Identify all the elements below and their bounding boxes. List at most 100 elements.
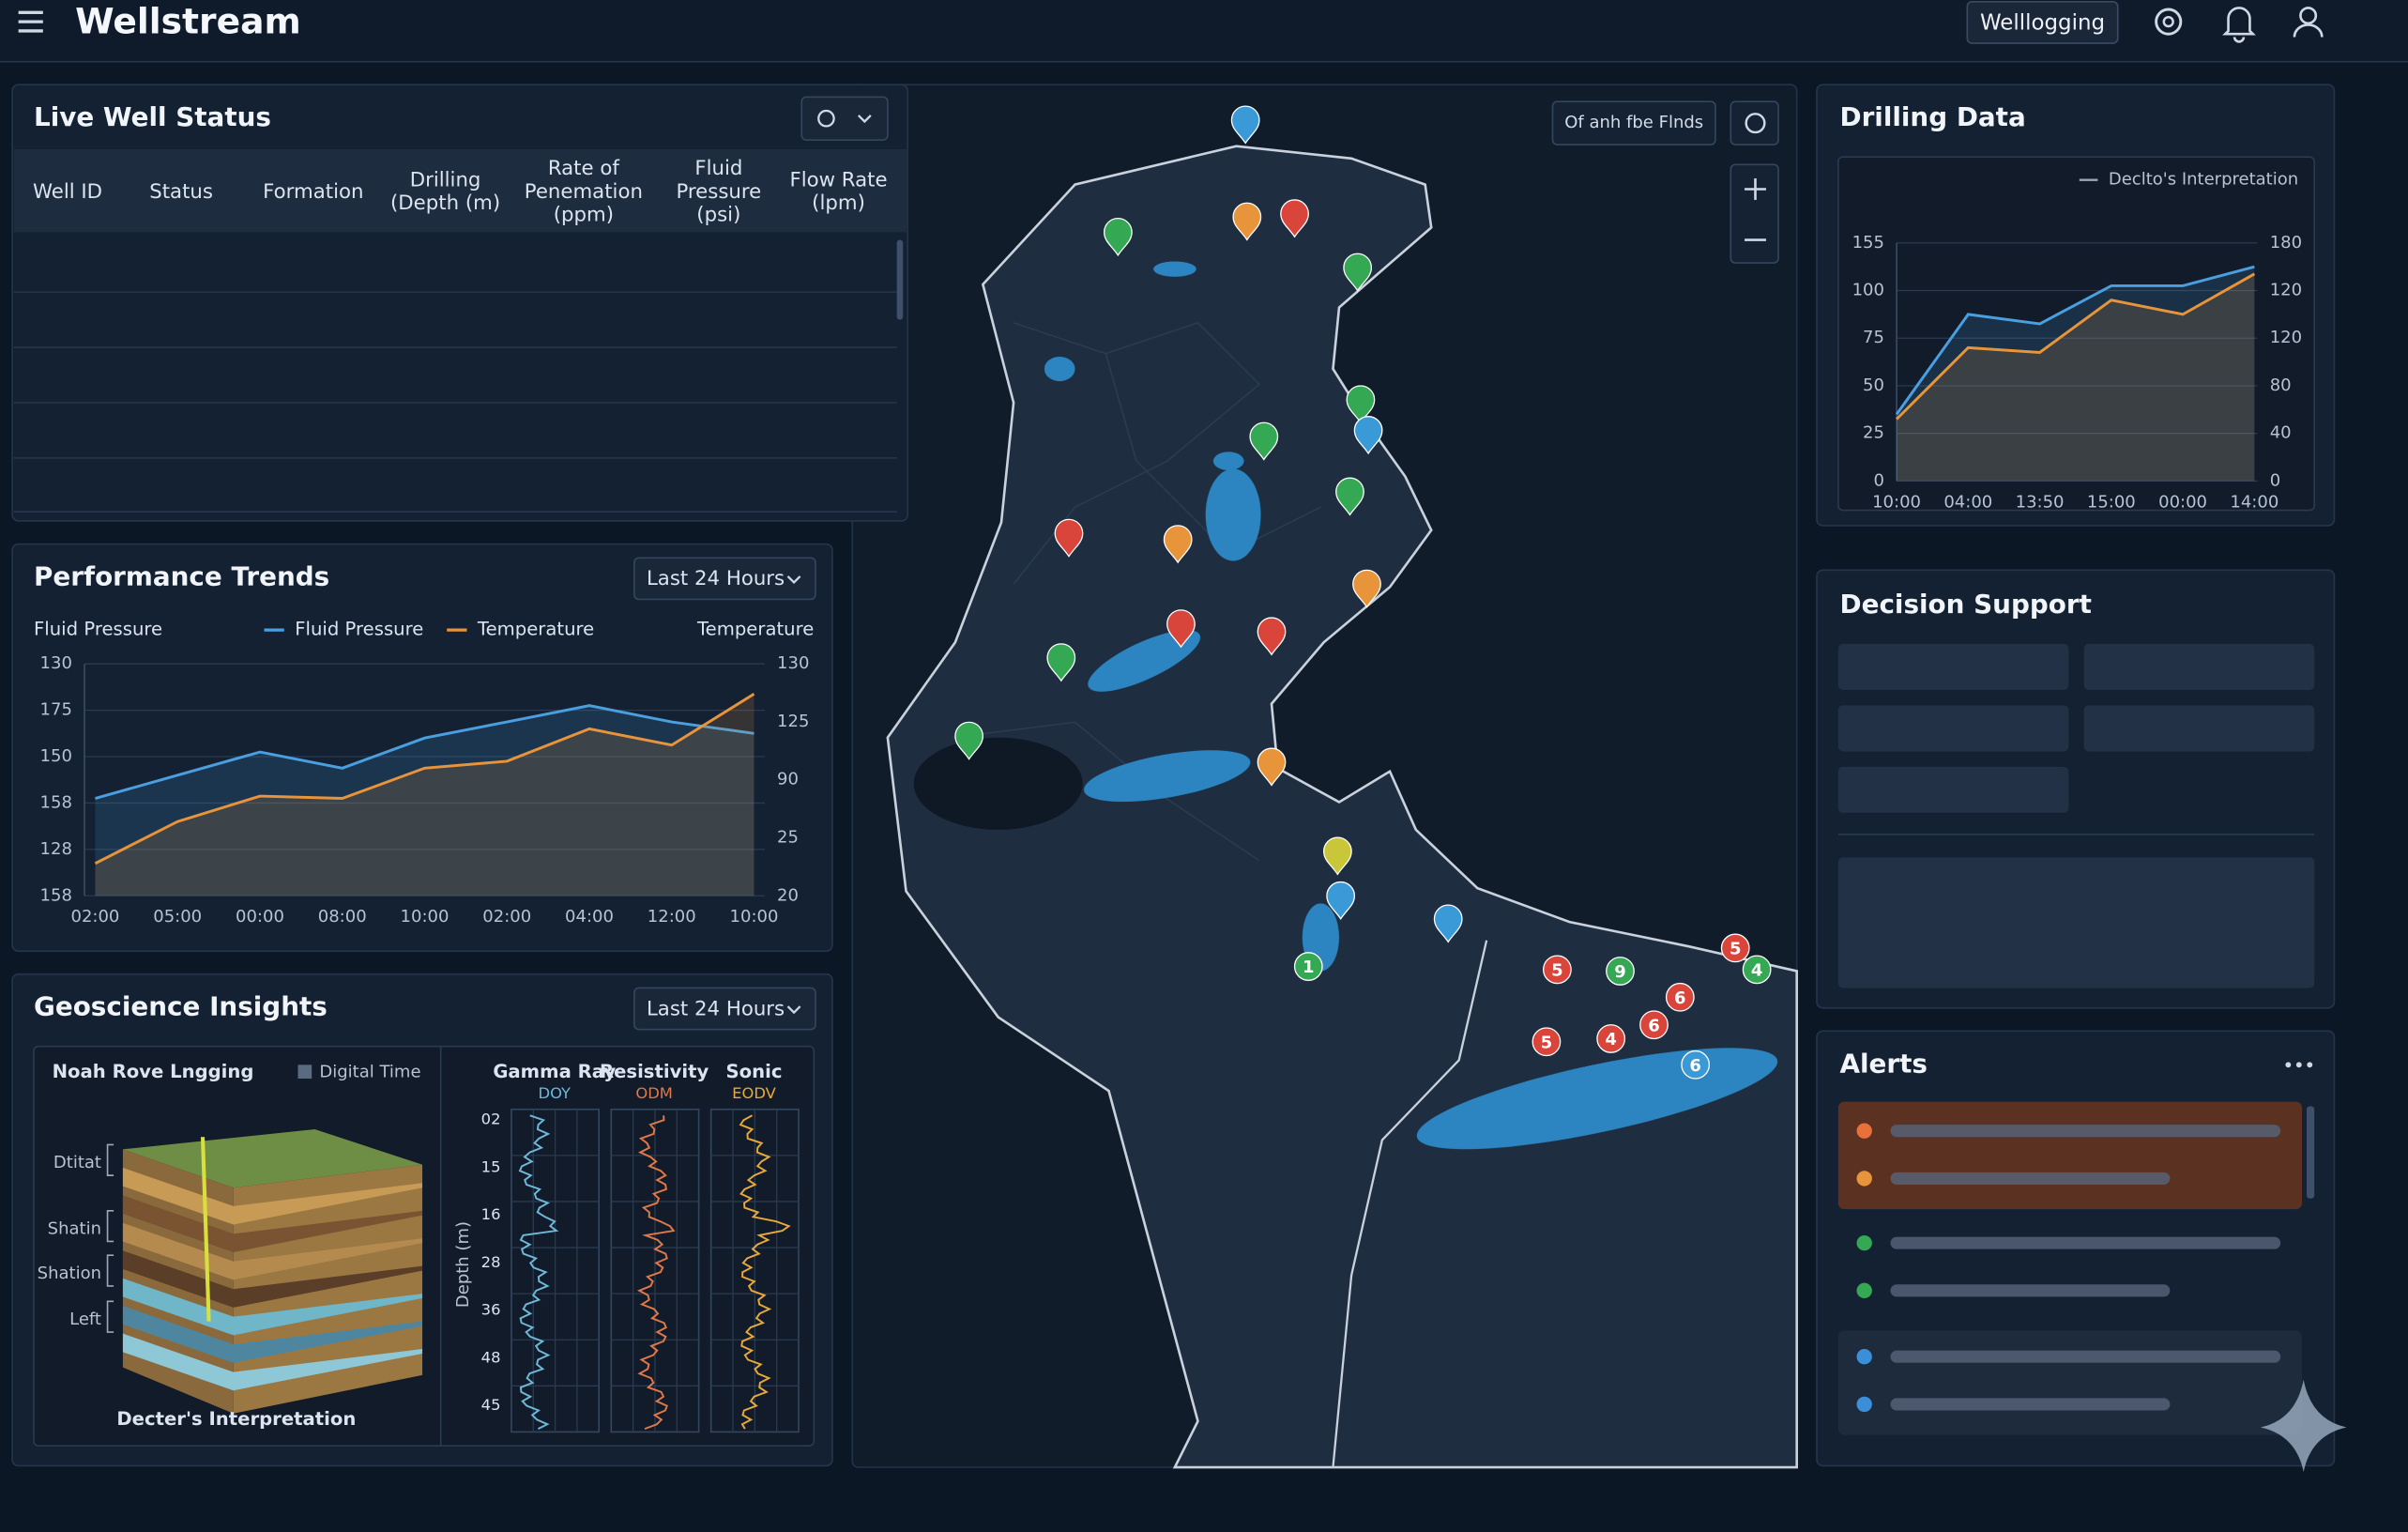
- x-tick-label: 15:00: [2087, 492, 2136, 512]
- app-title: Wellstream: [75, 0, 301, 41]
- decision-cards: [1837, 643, 2315, 988]
- refresh-button[interactable]: [800, 96, 889, 141]
- map-marker[interactable]: [1596, 1024, 1626, 1053]
- depth-tick: 28: [481, 1253, 501, 1271]
- alert-critical[interactable]: [1837, 1101, 2303, 1210]
- map-pin[interactable]: [1054, 518, 1084, 558]
- map-pin[interactable]: [1433, 904, 1463, 943]
- map-marker-label: 5: [1541, 1033, 1553, 1052]
- zoom-controls: [1730, 163, 1779, 264]
- zoom-in[interactable]: [1745, 178, 1766, 200]
- map-pin[interactable]: [1335, 477, 1364, 516]
- panel-title: Alerts: [1840, 1048, 1928, 1079]
- y-tick-label: 25: [1863, 423, 1884, 443]
- menu-icon[interactable]: [18, 10, 43, 33]
- alert-dot: [1856, 1171, 1872, 1187]
- y2-tick-label: 0: [2270, 470, 2280, 490]
- y2-tick-label: 80: [2270, 375, 2292, 395]
- map-marker[interactable]: [1720, 933, 1750, 963]
- log-curve: [518, 1114, 559, 1431]
- map-pin[interactable]: [1257, 747, 1287, 787]
- map-pin[interactable]: [1249, 421, 1279, 461]
- range-select[interactable]: [633, 557, 816, 601]
- alert-info[interactable]: [1837, 1330, 2303, 1435]
- y-tick-label: 128: [40, 839, 72, 859]
- map-marker[interactable]: [1543, 955, 1572, 985]
- map-pin[interactable]: [1163, 525, 1193, 564]
- map-marker[interactable]: [1293, 952, 1323, 981]
- series-line: [95, 704, 754, 800]
- map-marker[interactable]: [1742, 955, 1772, 985]
- performance-chart: 130 175 150 158 128 158 130 125 90 25 20 02:00 05:00…: [34, 619, 814, 927]
- toggle-box[interactable]: [297, 1065, 312, 1080]
- map-marker-label: 5: [1730, 940, 1742, 959]
- legend-label: Fluid Pressure: [295, 619, 423, 640]
- layer-label: Left: [69, 1310, 101, 1329]
- model-toggle: Digital Time: [319, 1062, 420, 1081]
- panel-title: Decision Support: [1840, 589, 2092, 620]
- scrollbar[interactable]: [896, 239, 904, 320]
- settings-icon-core: [2162, 15, 2174, 28]
- map-pin[interactable]: [1343, 253, 1373, 292]
- notifications-icon[interactable]: [2222, 7, 2256, 43]
- series-area: [1897, 267, 2255, 482]
- legend-label: Temperature: [477, 619, 594, 640]
- y-tick-label: 0: [1874, 470, 1884, 490]
- depth-tick: 45: [481, 1396, 501, 1414]
- scrollbar[interactable]: [2306, 1106, 2315, 1199]
- map-marker-label: 4: [1605, 1030, 1617, 1049]
- x-tick-label: 13:50: [2016, 492, 2065, 512]
- alert-list: [1856, 1123, 2281, 1413]
- x-tick-label: 04:00: [1943, 492, 1992, 512]
- map-marker[interactable]: [1665, 982, 1695, 1012]
- map-pin[interactable]: [954, 721, 984, 760]
- model-caption: Decter's Interpretation: [116, 1408, 356, 1430]
- map-settings-icon: [1745, 113, 1766, 134]
- map-layer-button[interactable]: [1551, 100, 1716, 146]
- map-pin[interactable]: [1322, 836, 1352, 876]
- more-menu[interactable]: [2285, 1062, 2313, 1068]
- range-select-label: Last 24 Hours: [647, 567, 785, 590]
- layer-label: Shatin: [48, 1218, 101, 1238]
- map-pin[interactable]: [1352, 569, 1381, 608]
- series-area: [1897, 273, 2255, 482]
- map-pin[interactable]: [1046, 643, 1076, 682]
- y-tick-label: 75: [1863, 328, 1884, 347]
- legend-label: Declto's Interpretation: [2109, 170, 2298, 190]
- map-marker-label: 6: [1689, 1056, 1701, 1076]
- map-marker[interactable]: [1681, 1049, 1711, 1080]
- log-curve: [739, 1114, 791, 1430]
- map-settings-button[interactable]: [1730, 100, 1779, 146]
- user-icon[interactable]: [2299, 7, 2318, 25]
- map-pin[interactable]: [1326, 881, 1356, 921]
- y-tick-label: 175: [40, 700, 72, 720]
- model-title: Noah Rove Lngging: [53, 1061, 254, 1082]
- map-pin[interactable]: [1230, 105, 1260, 145]
- map-roads: [952, 321, 1321, 862]
- map-marker-label: 1: [1303, 958, 1315, 977]
- range-select[interactable]: [633, 987, 816, 1031]
- map-pin[interactable]: [1166, 609, 1196, 649]
- panel-title: Performance Trends: [34, 561, 329, 592]
- series-line: [1896, 272, 2256, 421]
- x-tick-label: 10:00: [730, 907, 779, 927]
- map-pin[interactable]: [1232, 202, 1262, 241]
- map-pin[interactable]: [1257, 617, 1287, 656]
- y2-tick-label: 180: [2270, 233, 2302, 253]
- map-pin[interactable]: [1103, 218, 1133, 257]
- stratum: [122, 1333, 423, 1391]
- map-pin[interactable]: [1346, 385, 1376, 424]
- map-marker[interactable]: [1606, 957, 1635, 986]
- mode-button-label: Welllogging: [1980, 10, 2105, 35]
- mode-button[interactable]: [1966, 1, 2119, 44]
- map-marker[interactable]: [1532, 1027, 1562, 1057]
- y2-tick-label: 130: [777, 653, 809, 673]
- settings-icon[interactable]: [2155, 8, 2183, 36]
- map-marker[interactable]: [1639, 1010, 1669, 1040]
- map-pin[interactable]: [1353, 416, 1383, 455]
- alert-text-placeholder: [1890, 1125, 2281, 1138]
- column-header: (ppm): [554, 203, 614, 226]
- map-pin[interactable]: [1280, 199, 1309, 238]
- range-select-label: Last 24 Hours: [647, 997, 785, 1020]
